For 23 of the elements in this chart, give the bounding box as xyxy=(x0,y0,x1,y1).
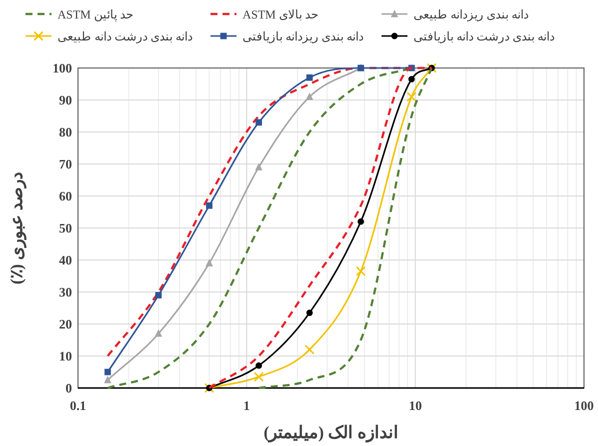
y-tick-label: 50 xyxy=(59,220,72,236)
y-tick-label: 100 xyxy=(52,60,72,76)
y-axis-title: درصد عبوری (٪) xyxy=(7,172,27,284)
x-tick-label: 100 xyxy=(574,398,594,413)
x-tick-label: 1 xyxy=(243,398,250,413)
legend-label: دانه بندی ریزدانه بازیافتی xyxy=(242,30,364,44)
y-tick-label: 60 xyxy=(59,188,72,204)
x-tick-label: 10 xyxy=(408,398,422,413)
legend-label: حد بالای ASTM xyxy=(242,8,318,22)
y-tick-label: 90 xyxy=(59,92,72,108)
legend-label: دانه بندی درشت دانه بازیافتی xyxy=(414,30,554,44)
legend-label: دانه بندی درشت دانه طبیعی xyxy=(58,30,192,44)
y-tick-label: 70 xyxy=(59,156,72,172)
y-tick-label: 80 xyxy=(59,124,72,140)
legend-label: حد پائین ASTM xyxy=(58,8,133,22)
y-tick-label: 30 xyxy=(59,284,72,300)
y-tick-label: 10 xyxy=(59,348,72,364)
y-tick-label: 40 xyxy=(59,252,72,268)
legend-label: دانه بندی ریزدانه طبیعی xyxy=(414,8,528,22)
y-tick-label: 0 xyxy=(66,380,72,396)
x-axis-title: اندازه الک (میلیمتر) xyxy=(264,423,398,443)
y-tick-label: 20 xyxy=(59,316,72,332)
x-tick-label: 0.1 xyxy=(70,398,86,413)
